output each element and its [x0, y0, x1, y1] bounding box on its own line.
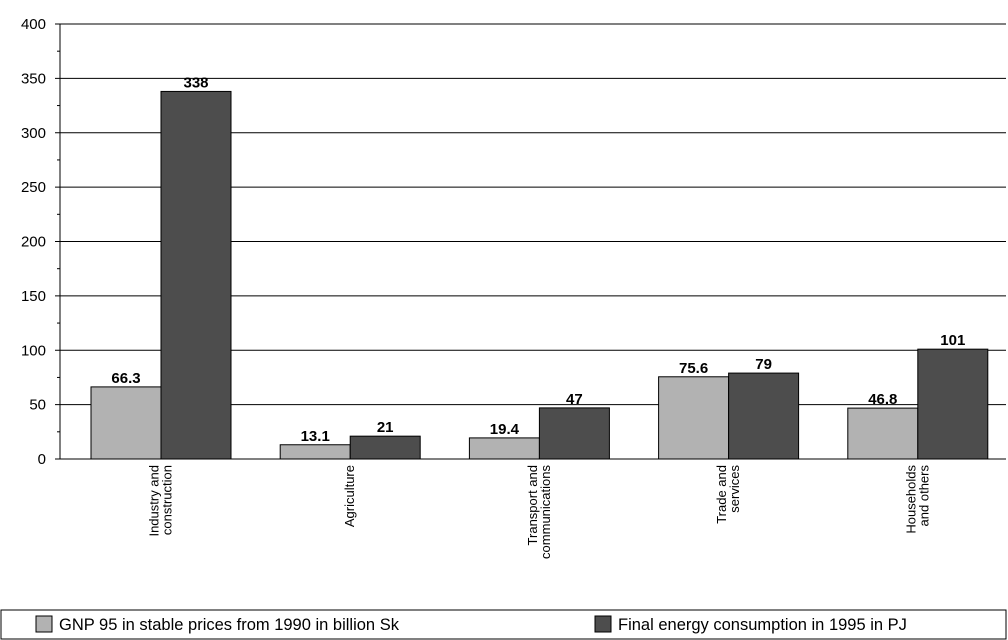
category-label-line: Trade and [714, 465, 729, 524]
y-tick-label: 400 [21, 16, 46, 33]
category-label-line: construction [160, 465, 175, 535]
legend-label: Final energy consumption in 1995 in PJ [618, 616, 907, 634]
bar [917, 348, 989, 460]
bars [90, 90, 989, 460]
data-labels: 66.3 338 13.1 21 19.4 47 75.6 79 46.8 101 [111, 74, 965, 444]
category-label: Agriculture [342, 465, 357, 527]
bar [658, 376, 730, 460]
bar [468, 437, 540, 460]
bar [728, 372, 800, 460]
legend-box [0, 609, 1007, 640]
data-label: 19.4 [490, 421, 520, 438]
bar [90, 386, 162, 460]
legend-swatch [35, 615, 53, 633]
data-label: 13.1 [301, 428, 330, 445]
category-label-line: Agriculture [342, 465, 357, 527]
bar [349, 435, 421, 460]
legend-swatch [594, 615, 612, 633]
y-tick-label: 300 [21, 125, 46, 142]
y-axis-ticks: 0 50 100 150 200 250 300 350 400 [21, 16, 60, 468]
y-tick-label: 0 [38, 451, 46, 468]
category-label-line: Households [903, 465, 918, 534]
y-tick-label: 250 [21, 179, 46, 196]
data-label: 21 [377, 419, 394, 436]
y-tick-label: 150 [21, 288, 46, 305]
bar [279, 444, 351, 460]
data-label: 47 [566, 391, 583, 408]
category-label-line: services [727, 465, 742, 513]
data-label: 79 [755, 356, 772, 373]
data-label: 338 [183, 74, 208, 91]
data-label: 66.3 [111, 370, 140, 387]
category-label-line: and others [916, 465, 931, 527]
bar [847, 407, 919, 460]
category-label-line: communications [538, 465, 553, 559]
y-tick-label: 350 [21, 70, 46, 87]
legend-label: GNP 95 in stable prices from 1990 in bil… [59, 616, 400, 634]
y-tick-label: 50 [29, 397, 46, 414]
data-label: 46.8 [868, 391, 897, 408]
bar [538, 407, 610, 460]
legend: GNP 95 in stable prices from 1990 in bil… [0, 609, 1007, 640]
category-label-line: Transport and [525, 465, 540, 545]
category-label-line: Industry and [147, 465, 162, 537]
y-tick-label: 100 [21, 342, 46, 359]
data-label: 75.6 [679, 360, 708, 377]
data-label: 101 [940, 332, 965, 349]
bar [160, 90, 232, 460]
y-tick-label: 200 [21, 234, 46, 251]
